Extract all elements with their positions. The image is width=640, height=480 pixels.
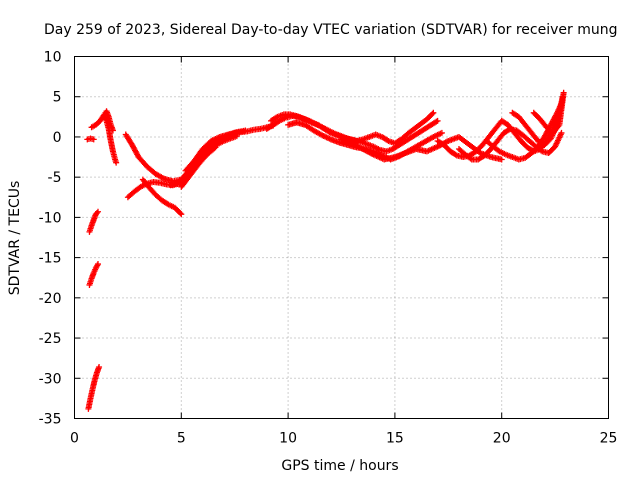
y-tick-label: -30	[39, 371, 62, 387]
data-point	[94, 208, 101, 215]
data-point	[429, 110, 436, 117]
y-tick-label: -10	[39, 210, 62, 226]
y-tick-label: -5	[48, 170, 62, 186]
data-point	[177, 210, 184, 217]
data-point	[498, 156, 505, 163]
data-point	[467, 155, 474, 162]
data-point	[212, 144, 219, 151]
x-axis-label: GPS time / hours	[281, 458, 398, 474]
x-tick-label: 20	[493, 431, 511, 447]
y-tick-label: 5	[53, 90, 62, 106]
data-point	[560, 89, 567, 96]
data-point	[90, 136, 97, 143]
data-point	[555, 123, 562, 130]
y-tick-label: 10	[44, 50, 62, 66]
data-point	[93, 209, 100, 216]
data-point	[452, 151, 459, 158]
y-tick-label: 0	[53, 130, 62, 146]
y-tick-label: -15	[39, 251, 62, 267]
data-point	[211, 145, 218, 152]
data-point	[558, 129, 565, 136]
chart-title: Day 259 of 2023, Sidereal Day-to-day VTE…	[44, 22, 618, 38]
data-point	[94, 261, 101, 268]
y-tick-labels: 10 5 0 -5 -10 -15 -20 -25 -30 -35	[39, 50, 62, 428]
data-point	[434, 117, 441, 124]
y-tick-label: -25	[39, 331, 62, 347]
data-point	[242, 127, 249, 134]
x-tick-label: 15	[386, 431, 404, 447]
x-tick-labels: 0 5 10 15 20 25	[70, 431, 617, 447]
plot-frame	[74, 56, 609, 419]
x-tick-label: 5	[177, 431, 186, 447]
x-tick-label: 10	[279, 431, 297, 447]
y-tick-label: -35	[39, 412, 62, 428]
data-point	[94, 262, 101, 269]
data-point	[438, 129, 445, 136]
x-tick-label: 0	[70, 431, 79, 447]
data-point	[433, 118, 440, 125]
y-tick-label: -20	[39, 291, 62, 307]
data-point	[443, 138, 450, 145]
data-point	[178, 211, 185, 218]
data-point	[113, 159, 120, 166]
data-point	[430, 109, 437, 116]
y-axis-label: SDTVAR / TECUs	[7, 181, 23, 296]
x-tick-label: 25	[600, 431, 618, 447]
tick-marks	[74, 56, 609, 419]
data-points	[84, 89, 567, 412]
data-point	[102, 116, 109, 123]
data-point	[96, 364, 103, 371]
